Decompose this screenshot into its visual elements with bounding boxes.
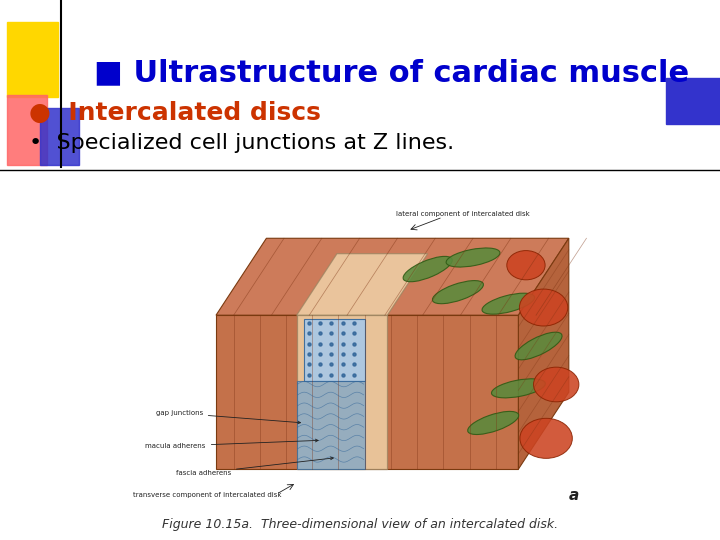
Bar <box>305 319 365 381</box>
Polygon shape <box>216 238 569 315</box>
Polygon shape <box>297 254 428 315</box>
Polygon shape <box>216 315 518 469</box>
Text: macula adherens: macula adherens <box>145 439 318 449</box>
Circle shape <box>534 367 579 402</box>
Text: •  Specialized cell junctions at Z lines.: • Specialized cell junctions at Z lines. <box>29 133 454 153</box>
Circle shape <box>519 289 568 326</box>
Bar <box>40 108 79 165</box>
Text: a: a <box>569 488 579 503</box>
Text: transverse component of intercalated disk: transverse component of intercalated dis… <box>133 492 282 498</box>
Text: ●  Intercalated discs: ● Intercalated discs <box>29 102 320 125</box>
Ellipse shape <box>403 256 452 282</box>
Text: Figure 10.15a.  Three-dimensional view of an intercalated disk.: Figure 10.15a. Three-dimensional view of… <box>162 518 558 531</box>
Ellipse shape <box>446 248 500 267</box>
Text: gap junctions: gap junctions <box>156 410 300 424</box>
Circle shape <box>507 251 545 280</box>
Text: ■ Ultrastructure of cardiac muscle: ■ Ultrastructure of cardiac muscle <box>94 58 689 87</box>
Ellipse shape <box>492 379 545 398</box>
Text: fascia adherens: fascia adherens <box>176 457 333 476</box>
Ellipse shape <box>482 293 535 314</box>
Polygon shape <box>518 238 569 469</box>
Bar <box>666 78 720 124</box>
Ellipse shape <box>468 411 518 435</box>
Text: lateral component of intercalated disk: lateral component of intercalated disk <box>396 211 530 217</box>
Circle shape <box>520 418 572 458</box>
Ellipse shape <box>433 281 483 303</box>
Bar <box>7 94 47 165</box>
Ellipse shape <box>515 332 562 360</box>
Bar <box>7 22 58 97</box>
Polygon shape <box>297 315 387 469</box>
Polygon shape <box>297 381 365 469</box>
